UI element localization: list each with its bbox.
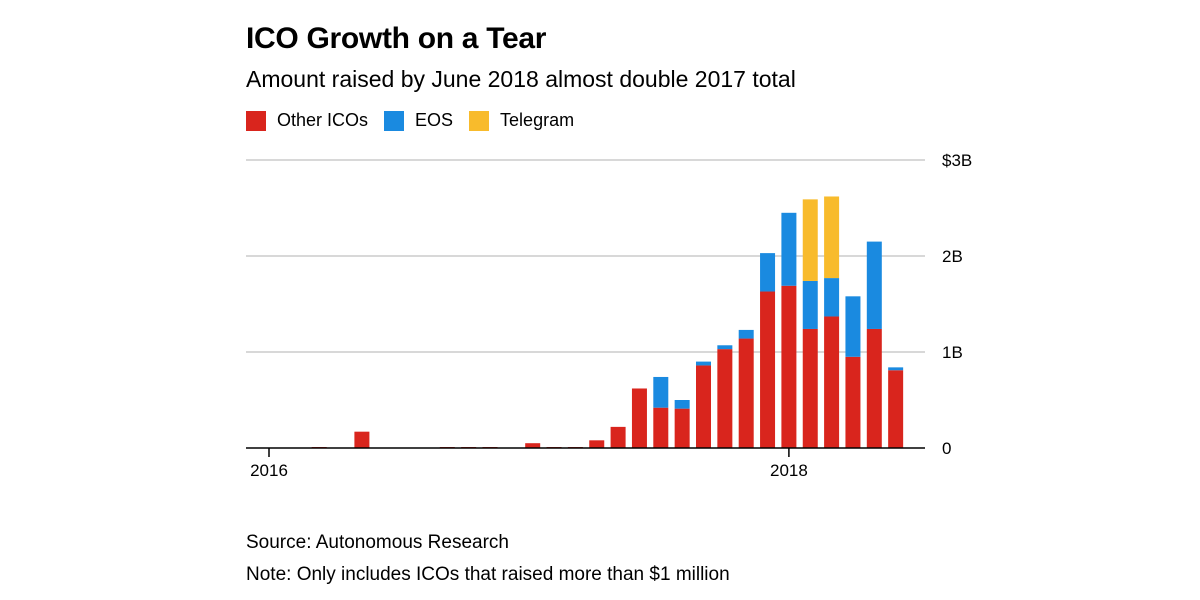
bar-other-icos-2017-09 <box>696 365 711 448</box>
axes: 0 1B 2B $3B 2016 2018 <box>246 151 972 480</box>
legend-label-telegram: Telegram <box>500 110 575 130</box>
bar-eos-2018-05 <box>866 241 882 329</box>
bar-other-icos-2017-11 <box>738 338 754 448</box>
bar-other-icos-2017-07 <box>653 407 669 448</box>
chart-legend: Other ICOs EOS Telegram <box>246 110 590 131</box>
bar-other-icos-2018-01 <box>781 285 797 448</box>
bar-other-icos-2017-08 <box>674 408 690 448</box>
bar-other-icos-2017-10 <box>717 349 733 448</box>
gridlines <box>246 159 925 353</box>
legend-label-other-icos: Other ICOs <box>277 110 369 130</box>
bar-other-icos-2018-06 <box>888 370 904 448</box>
bar-eos-2017-10 <box>717 345 733 350</box>
bar-eos-2018-04 <box>845 296 861 357</box>
bar-eos-2018-06 <box>888 367 904 371</box>
bar-eos-2017-09 <box>696 361 711 366</box>
bar-eos-2018-03 <box>824 278 840 317</box>
legend-label-eos: EOS <box>415 110 454 130</box>
legend-item-eos: EOS <box>384 110 453 131</box>
bar-other-icos-2017-04 <box>589 440 605 448</box>
bar-eos-2018-01 <box>781 212 797 286</box>
legend-swatch-eos <box>384 110 405 131</box>
bars <box>311 196 904 449</box>
legend-swatch-other-icos <box>246 110 266 131</box>
y-tick-label-1b: 1B <box>942 343 963 362</box>
bar-telegram-2018-02 <box>802 199 818 281</box>
chart-title: ICO Growth on a Tear <box>246 22 547 55</box>
y-tick-label-3b: $3B <box>942 151 972 170</box>
x-tick-label-2016: 2016 <box>250 461 288 480</box>
legend-item-other-icos: Other ICOs <box>246 110 368 131</box>
legend-item-telegram: Telegram <box>469 110 574 131</box>
chart-subtitle: Amount raised by June 2018 almost double… <box>246 66 796 92</box>
x-tick-label-2018: 2018 <box>770 461 808 480</box>
bar-other-icos-2017-01 <box>525 443 541 448</box>
bar-eos-2017-08 <box>674 400 690 409</box>
bar-other-icos-2018-02 <box>802 328 818 448</box>
bar-other-icos-2017-06 <box>631 388 647 448</box>
bar-other-icos-2017-12 <box>760 291 776 448</box>
bar-eos-2018-02 <box>802 280 818 329</box>
legend-swatch-telegram <box>469 110 490 131</box>
footnote: Note: Only includes ICOs that raised mor… <box>246 564 730 585</box>
bar-other-icos-2018-05 <box>866 328 882 448</box>
bar-other-icos-2018-04 <box>845 356 861 448</box>
y-tick-label-2b: 2B <box>942 247 963 266</box>
y-tick-label-0: 0 <box>942 439 951 458</box>
bar-eos-2017-07 <box>653 376 669 408</box>
bar-eos-2017-12 <box>760 253 776 292</box>
bar-other-icos-2016-05 <box>354 431 370 448</box>
bar-eos-2017-11 <box>738 329 754 339</box>
source-note: Source: Autonomous Research <box>246 532 509 553</box>
bar-other-icos-2018-03 <box>824 316 840 448</box>
bar-other-icos-2017-05 <box>610 426 626 448</box>
bar-telegram-2018-03 <box>824 196 840 279</box>
